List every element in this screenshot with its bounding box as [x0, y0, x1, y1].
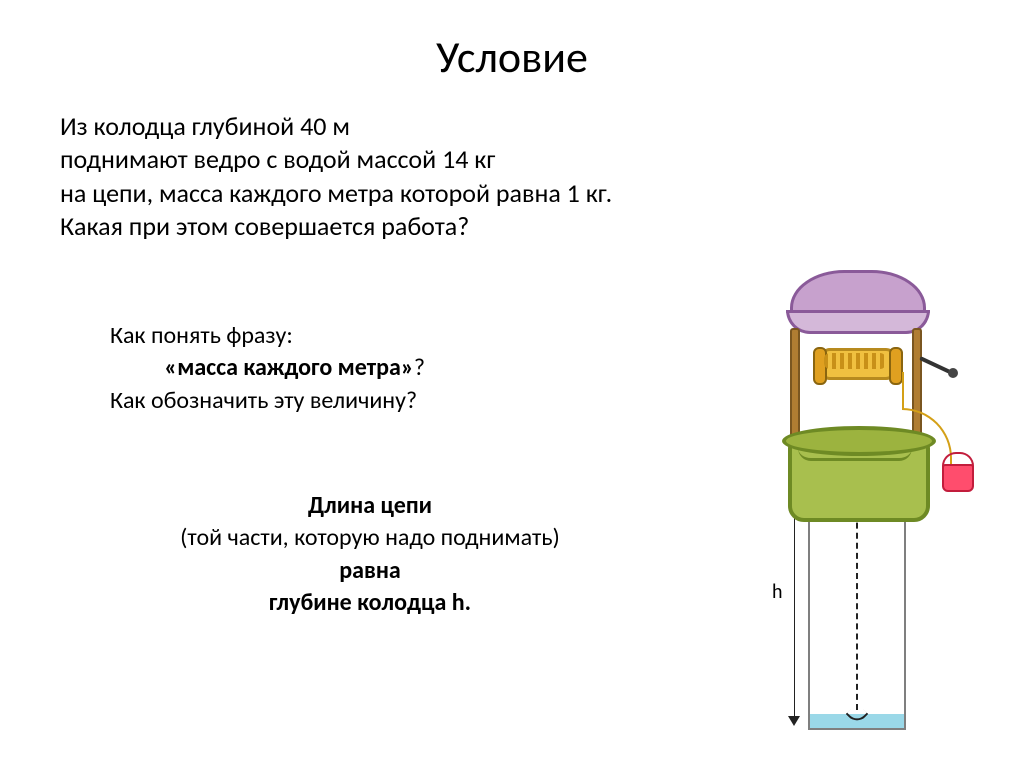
hint-line-1: Как понять фразу:: [110, 321, 293, 350]
statement-line-3: равна: [339, 556, 401, 585]
bucket-icon: [942, 464, 974, 492]
statement-line-1: Длина цепи: [308, 491, 432, 520]
problem-text: Из колодца глубиной 40 м поднимают ведро…: [60, 110, 880, 243]
hint-question-block: Как понять фразу: «масса каждого метра»?…: [110, 320, 640, 417]
well-roof: [780, 270, 930, 330]
well-post-left: [790, 328, 800, 442]
problem-line-1: Из колодца глубиной 40 м: [60, 110, 350, 142]
page-title: Условие: [0, 30, 1024, 84]
h-label: h: [772, 580, 783, 604]
statement-line-2: (той части, которую надо поднимать): [180, 523, 560, 552]
well-clipart: [760, 270, 970, 520]
roof-drape: [786, 310, 930, 334]
hint-qmark: ?: [414, 353, 425, 382]
problem-line-3: на цепи, масса каждого метра которой рав…: [60, 177, 612, 209]
chain-length-statement: Длина цепи (той части, которую надо подн…: [80, 490, 660, 620]
statement-line-4b: h.: [452, 588, 471, 617]
hint-line-2: Как обозначить эту величину?: [110, 386, 417, 415]
winch-rope-texture: [824, 353, 886, 369]
problem-line-4: Какая при этом совершается работа?: [60, 210, 469, 242]
statement-line-4a: глубине колодца: [269, 588, 452, 617]
well-seam: [798, 448, 912, 461]
dim-arrow-bottom-icon: [788, 716, 800, 726]
well-diagram: h: [720, 270, 970, 740]
problem-line-2: поднимают ведро с водой массой 14 кг: [60, 143, 495, 175]
rope-segment-1: [902, 372, 904, 410]
crank-knob: [948, 368, 958, 378]
slide: Условие Из колодца глубиной 40 м поднима…: [0, 0, 1024, 768]
hint-bold-phrase: «масса каждого метра»: [164, 353, 414, 382]
crank-arm: [919, 356, 952, 374]
